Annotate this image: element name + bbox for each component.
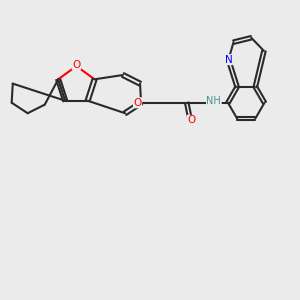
Text: N: N	[225, 55, 232, 65]
Text: O: O	[187, 116, 195, 125]
Text: O: O	[72, 60, 80, 70]
Text: NH: NH	[206, 96, 221, 106]
Text: O: O	[134, 98, 142, 108]
